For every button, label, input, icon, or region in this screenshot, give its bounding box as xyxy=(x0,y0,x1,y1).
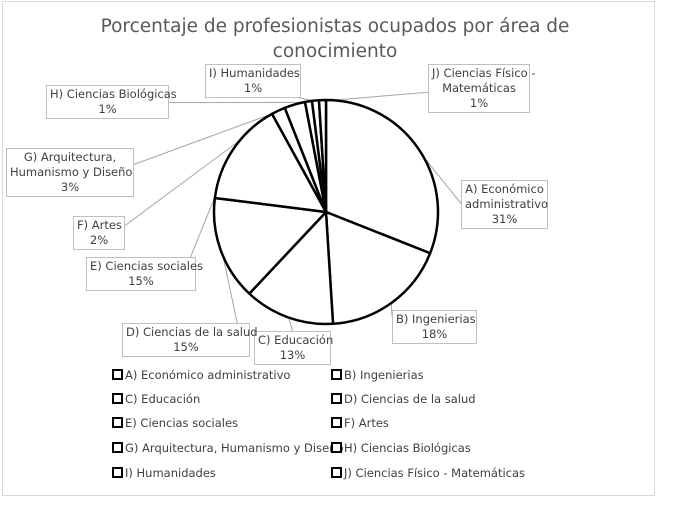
data-label-line: C) Educación xyxy=(258,333,334,347)
data-label-i: I) Humanidades 1% xyxy=(205,64,301,98)
data-label-line: 13% xyxy=(279,348,306,362)
data-label-line: 18% xyxy=(421,327,448,341)
pie-slice-j xyxy=(317,98,328,214)
legend-swatch xyxy=(112,467,123,478)
data-label-j: J) Ciencias Físico - Matemáticas 1% xyxy=(428,64,536,113)
data-label-line: 3% xyxy=(60,180,80,194)
legend-item-c: C) Educación xyxy=(112,392,200,406)
legend-label: I) Humanidades xyxy=(125,466,216,480)
pie-slice-c xyxy=(248,210,335,326)
data-label-line: administrativo xyxy=(465,197,549,211)
data-label-line: 15% xyxy=(128,274,154,288)
data-label-line: 1% xyxy=(469,96,489,110)
data-label-line: Matemáticas xyxy=(442,81,516,95)
data-label-g: G) Arquitectura, Humanismo y Diseño 3% xyxy=(6,148,134,197)
pie-slice-a xyxy=(324,98,440,255)
pie-slice-b xyxy=(324,210,432,326)
data-label-d: D) Ciencias de la salud 15% xyxy=(122,323,258,357)
legend-label: A) Económico administrativo xyxy=(125,368,291,382)
legend-swatch xyxy=(331,369,342,380)
legend-item-d: D) Ciencias de la salud xyxy=(331,392,476,406)
chart-title: Porcentaje de profesionistas ocupados po… xyxy=(100,16,570,62)
legend-label: G) Arquitectura, Humanismo y Diseño xyxy=(125,441,344,455)
data-label-a: A) Económico administrativo 31% xyxy=(461,180,548,229)
data-label-f: F) Artes 2% xyxy=(73,216,125,250)
legend-swatch xyxy=(331,393,342,404)
legend-swatch xyxy=(112,393,123,404)
legend-label: E) Ciencias sociales xyxy=(125,416,239,430)
data-label-c: C) Educación 13% xyxy=(254,331,334,365)
pie-slice-e xyxy=(213,112,328,214)
data-label-line: B) Ingenierias xyxy=(396,312,476,326)
legend-swatch xyxy=(331,467,342,478)
data-label-line: D) Ciencias de la salud xyxy=(126,325,258,339)
legend-item-a: A) Económico administrativo xyxy=(112,368,290,382)
data-label-e: E) Ciencias sociales 15% xyxy=(86,257,204,291)
legend-item-g: G) Arquitectura, Humanismo y Diseño xyxy=(112,441,343,455)
data-label-b: B) Ingenierias 18% xyxy=(392,310,477,344)
legend-swatch xyxy=(331,417,342,428)
data-label-line: Humanismo y Diseño xyxy=(10,165,133,179)
legend-swatch xyxy=(112,417,123,428)
data-label-line: 15% xyxy=(173,340,199,354)
data-label-line: F) Artes xyxy=(77,218,122,232)
legend-swatch xyxy=(331,442,342,453)
data-label-line: A) Económico xyxy=(465,182,544,196)
data-label-line: 1% xyxy=(243,81,263,95)
data-label-h: H) Ciencias Biológicas 1% xyxy=(46,85,177,119)
data-label-line: 1% xyxy=(98,102,117,116)
data-label-line: H) Ciencias Biológicas xyxy=(50,87,177,101)
data-label-line: J) Ciencias Físico - xyxy=(432,66,536,80)
legend-label: C) Educación xyxy=(125,392,201,406)
legend-item-i: I) Humanidades xyxy=(112,466,216,480)
legend-swatch xyxy=(112,369,123,380)
legend-swatch xyxy=(112,442,123,453)
legend-label: H) Ciencias Biológicas xyxy=(344,441,471,455)
legend-item-f: F) Artes xyxy=(331,416,389,430)
legend-item-j: J) Ciencias Físico - Matemáticas xyxy=(331,466,525,480)
legend-label: J) Ciencias Físico - Matemáticas xyxy=(344,466,526,480)
leader-line-d xyxy=(221,249,238,324)
data-label-line: I) Humanidades xyxy=(209,66,300,80)
legend-label: B) Ingenierias xyxy=(344,368,424,382)
data-label-line: E) Ciencias sociales xyxy=(90,259,204,273)
data-label-line: 2% xyxy=(89,233,109,247)
legend-label: F) Artes xyxy=(344,416,389,430)
data-label-line: G) Arquitectura, xyxy=(23,150,117,164)
data-label-line: 31% xyxy=(491,212,518,226)
pie-slice-d xyxy=(212,196,328,295)
legend-label: D) Ciencias de la salud xyxy=(344,392,476,406)
legend-item-b: B) Ingenierias xyxy=(331,368,424,382)
legend-item-e: E) Ciencias sociales xyxy=(112,416,238,430)
legend-item-h: H) Ciencias Biológicas xyxy=(331,441,471,455)
